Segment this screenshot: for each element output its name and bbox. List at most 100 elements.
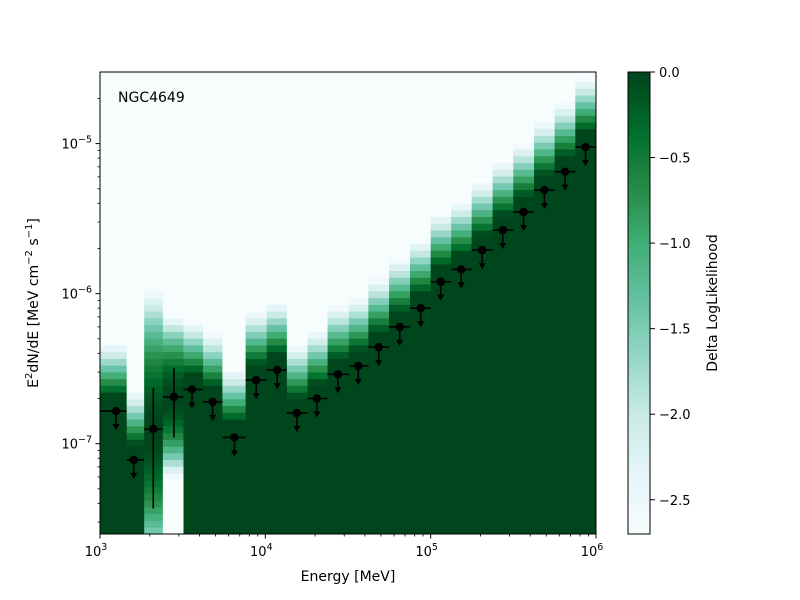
likelihood-band [389,72,411,534]
upper-limit-point [430,277,452,301]
data-marker [457,265,466,274]
colorbar-ticks: 0.0 −0.5 −1.0 −1.5 −2.0 −2.5 [650,66,691,509]
upper-limit-point [492,225,514,250]
data-marker [230,433,239,442]
data-marker [498,225,507,235]
arrow-head [354,378,362,385]
upper-limit-point [100,406,127,431]
likelihood-band [430,72,452,534]
likelihood-band [471,72,494,534]
arrow-head [499,243,507,250]
arrow-head [188,402,196,409]
arrow-head [334,387,342,394]
arrow-head [417,321,425,328]
upper-limit-point [126,455,145,479]
likelihood-band [492,72,514,534]
likelihood-bands [100,72,596,534]
data-marker [273,365,282,375]
data-marker [581,142,590,152]
data-marker [436,277,445,286]
likelihood-band [327,72,350,534]
arrow-head [313,411,321,418]
upper-limit-point [183,385,204,409]
data-points [100,142,596,509]
x-axis-label: Energy [MeV] [301,569,396,585]
upper-limit-point [245,375,267,400]
x-tick-label: 105 [415,542,438,560]
data-marker [333,370,343,379]
data-marker [478,245,487,255]
data-marker [208,397,217,407]
likelihood-band [245,72,268,534]
upper-limit-point [203,397,223,421]
arrow-head [437,294,445,301]
arrow-head [457,282,465,289]
upper-limit-point [348,361,369,385]
arrow-head [130,472,138,479]
colorbar-tick-label: −0.5 [659,152,691,167]
data-marker [519,207,528,217]
arrow-head [478,263,486,270]
likelihood-band [266,72,288,534]
measurement-point [162,367,184,438]
likelihood-band [348,72,369,534]
x-tick-label: 103 [85,542,108,560]
arrow-head [540,203,548,210]
y-tick-label: 10−7 [61,435,92,453]
colorbar-label: Delta LogLikelihood [705,234,721,371]
likelihood-band [126,72,145,534]
colorbar-tick-label: 0.0 [659,66,680,81]
likelihood-band [575,72,596,534]
likelihood-band [368,72,390,534]
arrow-head [375,360,383,367]
arrow-head [273,382,281,389]
data-marker [292,408,302,418]
arrow-head [520,224,528,231]
upper-limit-point [266,365,287,389]
upper-limit-point [222,433,246,457]
upper-limit-point [389,322,411,346]
data-marker [129,455,138,465]
upper-limit-point [554,167,576,191]
data-marker [187,385,197,394]
source-name-label: NGC4649 [118,90,185,106]
upper-limit-point [451,265,472,289]
measurement-point [144,387,163,509]
data-marker [416,303,425,313]
likelihood-band [203,72,223,534]
colorbar-tick-label: −1.5 [659,323,691,338]
data-marker [111,406,121,416]
upper-limit-point [368,342,390,367]
plot-frame [99,71,597,535]
colorbar [627,71,651,535]
arrow-head [396,339,404,346]
upper-limit-point [286,408,308,433]
arrow-head [582,159,590,166]
data-marker [312,394,322,403]
likelihood-band [554,72,576,534]
arrow-head [112,424,120,431]
likelihood-band [162,72,184,534]
data-marker [169,392,179,402]
likelihood-band [100,72,128,534]
y-axis-label: E2dN/dE [MeV cm−2 s−1] [24,218,42,388]
likelihood-band [534,72,556,534]
arrow-head [561,184,569,191]
data-marker [251,375,261,385]
upper-limit-point [307,394,328,418]
x-tick-label: 106 [581,542,604,560]
likelihood-band [451,72,473,534]
y-tick-label: 10−6 [61,285,92,303]
upper-limit-point [534,185,555,210]
data-marker [149,424,158,434]
likelihood-band [286,72,308,534]
likelihood-band [410,72,432,534]
upper-limit-point [575,142,596,166]
upper-limit-point [410,303,431,328]
colorbar-tick-label: −2.5 [659,494,691,509]
arrow-head [230,450,238,457]
colorbar-tick-label: −1.0 [659,237,691,252]
arrow-head [293,426,301,433]
likelihood-band [183,72,204,534]
